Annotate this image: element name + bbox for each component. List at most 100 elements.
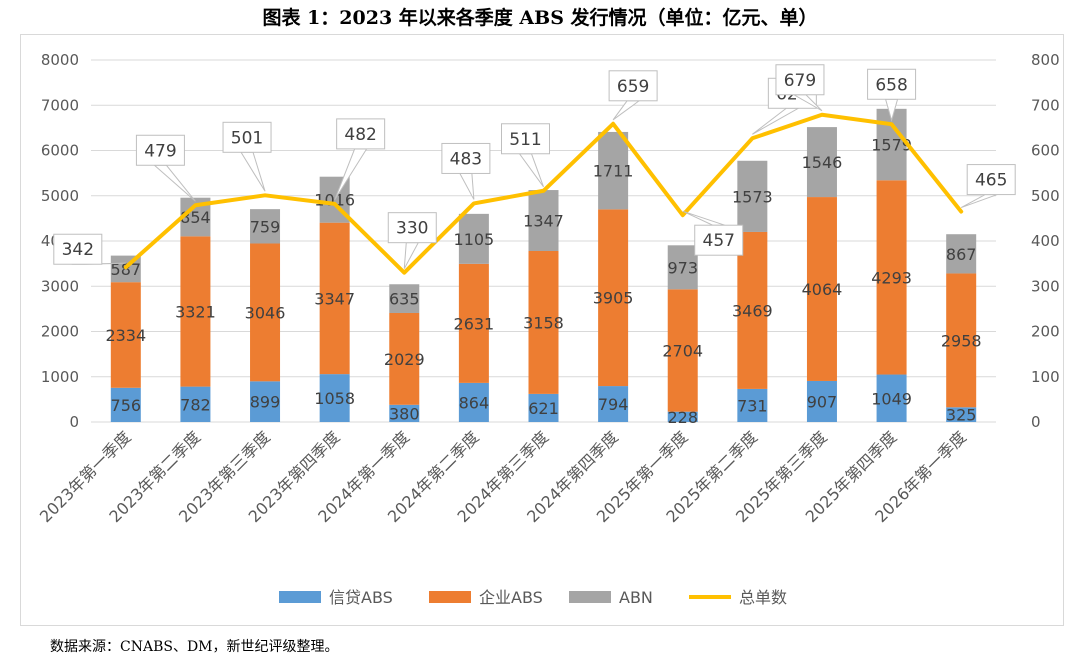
right-tick-label: 100 [1031,368,1060,386]
bar-segment [598,131,629,210]
line-value-label: 658 [875,75,907,95]
bar-segment [389,312,420,405]
callout-pointer [682,210,725,226]
bar-value-label: 1105 [454,230,495,249]
bar-segment [737,388,768,422]
bar-value-label: 1546 [802,153,843,172]
bar-segment [250,243,281,382]
line-data-labels: 342479501482330483511659457627679658465 [53,64,1016,269]
line-value-label: 501 [231,128,263,148]
bar-value-label: 1016 [314,191,355,210]
callout-box [608,70,658,102]
bar-segment [250,381,281,422]
callout-box [222,121,272,153]
bar-segment [528,393,559,422]
bar-segment [737,160,768,232]
left-tick-label: 6000 [41,142,79,160]
legend-label: 企业ABS [479,588,543,607]
bar-value-label: 2334 [105,326,146,345]
right-axis-ticks: 0 100 200 300 400 500 600 700 800 [1031,51,1060,431]
left-tick-label: 3000 [41,277,79,295]
bar-value-label: 3158 [523,313,564,332]
callout-pointer [960,194,998,209]
total-count-line [123,112,964,275]
bar-value-label: 973 [667,258,698,277]
line-value-label: 479 [144,141,176,161]
left-tick-label: 8000 [41,51,79,69]
callout-box [135,134,185,166]
callout-box [867,68,917,100]
bar-value-label: 2631 [454,314,495,333]
chart-area: 010002000300040005000600070008000 010020… [20,34,1064,626]
callout-box [966,164,1016,196]
bar-segment [458,213,489,264]
line-value-label: 342 [62,240,94,260]
bar-segment [180,236,211,387]
bar-value-label: 1347 [523,212,564,231]
bar-value-label: 3321 [175,302,216,321]
bar-value-label: 380 [389,404,420,423]
left-tick-label: 2000 [41,323,79,341]
stacked-bar-line-chart: 010002000300040005000600070008000 010020… [36,51,1060,607]
legend-label: ABN [619,588,653,607]
legend-label: 信贷ABS [329,588,393,607]
bar-value-label: 3905 [593,289,634,308]
bar-value-label: 1058 [314,389,355,408]
bar-segment [110,282,141,388]
callout-pointer [518,153,544,188]
bar-value-label: 1573 [732,187,773,206]
bar-value-label: 907 [807,392,838,411]
bar-segment [319,222,350,375]
bar-segment [946,273,977,408]
left-tick-label: 7000 [41,96,79,114]
bar-value-label: 2029 [384,350,425,369]
callout-box [775,64,825,96]
left-tick-label: 1000 [41,368,79,386]
bar-value-label: 1579 [871,136,912,155]
bar-value-label: 3046 [245,303,286,322]
line-value-label: 483 [450,149,482,169]
bar-segment [528,190,559,252]
line-value-label: 465 [975,171,1007,191]
left-tick-label: 5000 [41,187,79,205]
legend-swatch [429,591,471,603]
line-value-label: 511 [509,130,541,150]
bar-value-label: 864 [459,393,490,412]
bar-segment [458,263,489,383]
bar-value-label: 587 [111,260,142,279]
callout-box [387,212,437,244]
callout-box [694,224,744,256]
legend-swatch [569,591,611,603]
bar-series: 756 2334 587 782 3321 854 899 3046 759 1058 3347 10… [105,108,982,427]
right-tick-label: 500 [1031,187,1060,205]
bar-segment [389,284,420,313]
bar-segment [667,411,698,422]
line-value-label: 330 [396,219,428,239]
bar-value-label: 2958 [941,331,982,350]
line-value-label: 679 [784,71,816,91]
legend-swatch [279,591,321,603]
bar-value-label: 3347 [314,289,355,308]
bar-value-label: 228 [667,408,698,427]
callout-box [441,142,491,174]
category-labels: 2023年第一季度2023年第二季度2023年第三季度2023年第四季度2024… [36,427,970,526]
bar-value-label: 1711 [593,162,634,181]
bar-value-label: 854 [180,208,211,227]
bar-segment [946,234,977,274]
callout-box [336,118,386,150]
bar-segment [180,386,211,422]
legend: 信贷ABS 企业ABS ABN 总单数 [279,588,787,607]
bar-value-label: 782 [180,395,211,414]
line-series [123,112,964,275]
bar-segment [876,374,907,422]
bar-segment [598,209,629,387]
bar-segment [110,387,141,422]
callout-pointer [240,151,266,192]
bar-value-label: 325 [946,406,977,425]
bar-value-label: 621 [528,399,559,418]
callout-box [501,123,550,155]
bar-value-label: 4064 [802,280,843,299]
bar-value-label: 731 [737,396,768,415]
bar-segment [737,231,768,389]
bar-segment [806,127,837,198]
